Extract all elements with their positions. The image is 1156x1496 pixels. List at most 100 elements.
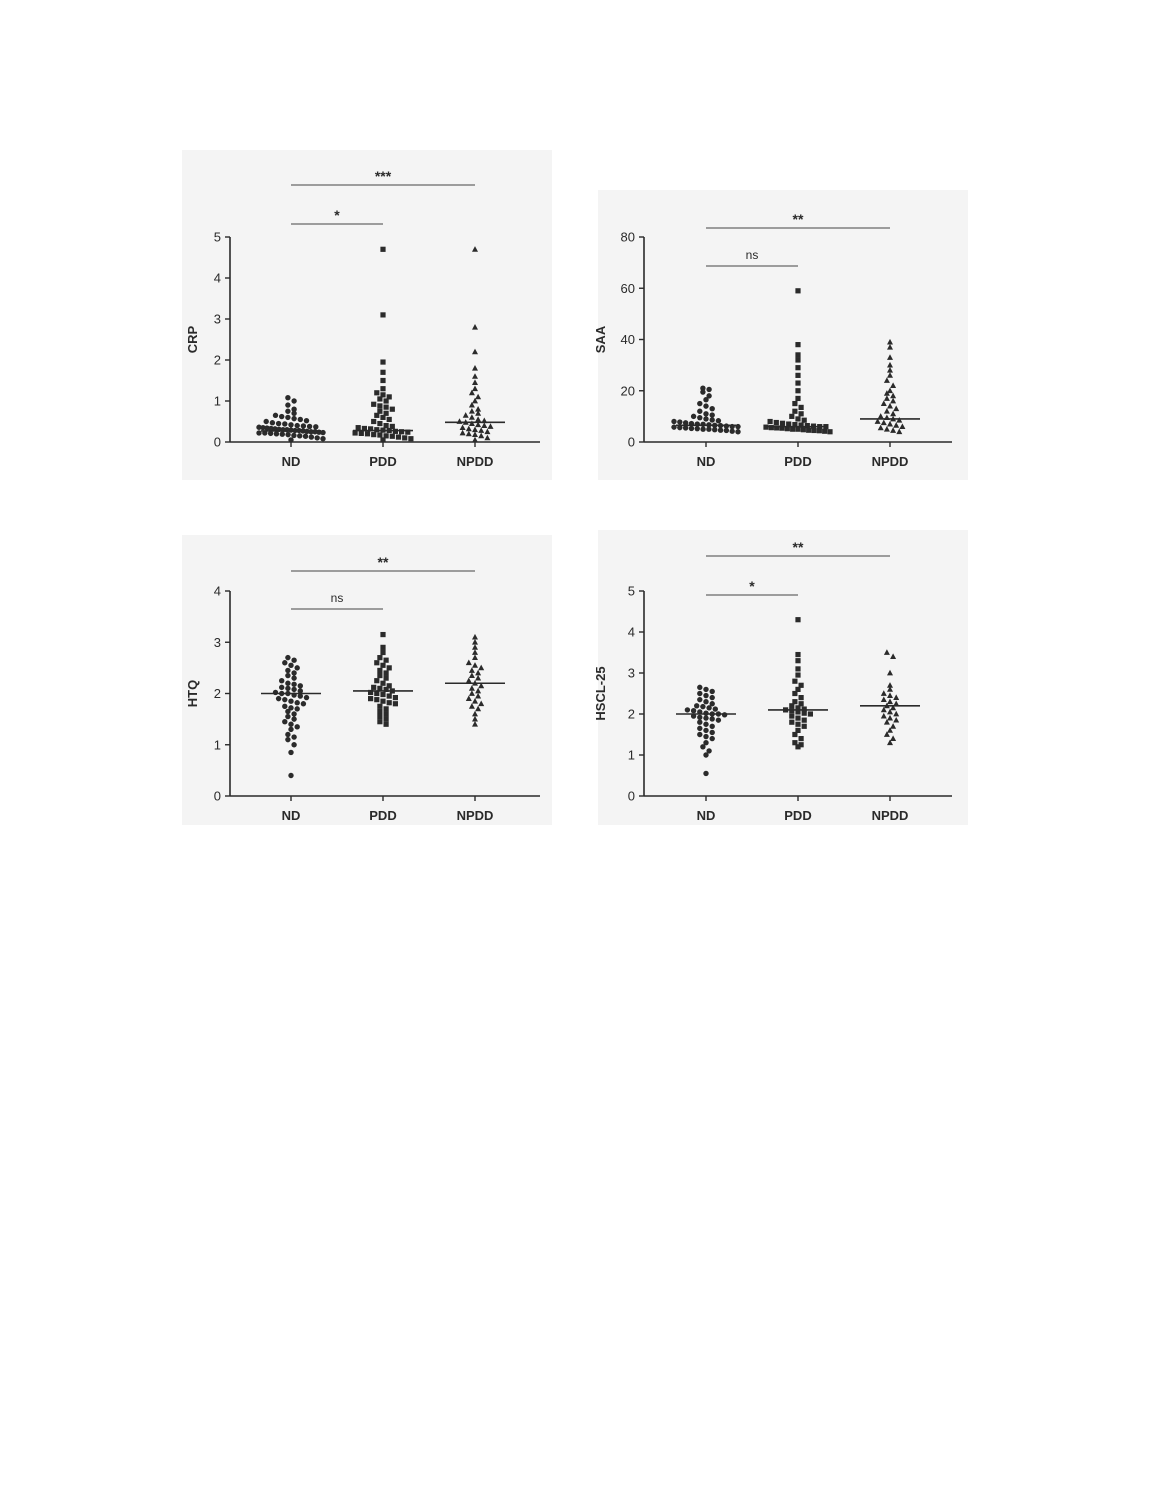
data-point bbox=[291, 742, 297, 748]
data-point bbox=[377, 420, 383, 427]
data-point bbox=[890, 392, 897, 399]
data-point bbox=[706, 426, 712, 432]
data-point bbox=[297, 693, 303, 699]
data-point bbox=[795, 744, 801, 750]
data-point bbox=[880, 696, 887, 703]
data-point bbox=[380, 691, 386, 698]
data-point bbox=[462, 412, 469, 418]
data-point bbox=[671, 424, 677, 430]
data-point bbox=[887, 387, 893, 394]
data-point bbox=[887, 669, 893, 676]
data-point bbox=[703, 752, 709, 758]
data-point bbox=[801, 723, 807, 729]
data-point bbox=[472, 365, 478, 371]
data-point bbox=[721, 712, 728, 718]
data-point bbox=[374, 427, 380, 433]
data-point bbox=[694, 425, 700, 432]
data-point bbox=[703, 411, 709, 417]
data-point bbox=[303, 417, 310, 424]
data-point bbox=[399, 429, 405, 435]
data-point bbox=[811, 427, 817, 434]
data-point bbox=[285, 672, 291, 679]
data-point bbox=[285, 402, 291, 408]
y-tick-label: 0 bbox=[628, 789, 635, 804]
data-point bbox=[472, 697, 478, 704]
data-point bbox=[386, 683, 392, 689]
data-point bbox=[288, 726, 294, 733]
data-point bbox=[883, 395, 890, 401]
data-point bbox=[386, 665, 392, 671]
data-point bbox=[887, 420, 893, 427]
data-point bbox=[380, 359, 386, 365]
x-category-label: PDD bbox=[784, 454, 811, 469]
data-point bbox=[887, 698, 893, 705]
data-point bbox=[784, 426, 790, 432]
data-point bbox=[712, 706, 718, 712]
data-point bbox=[374, 690, 380, 697]
data-point bbox=[355, 425, 361, 431]
significance-label: * bbox=[749, 578, 755, 594]
data-point bbox=[478, 664, 485, 671]
data-point bbox=[383, 675, 389, 681]
significance-label: ns bbox=[746, 248, 759, 262]
data-point bbox=[368, 689, 374, 696]
data-point bbox=[377, 432, 383, 438]
data-point bbox=[887, 708, 893, 715]
data-point bbox=[374, 390, 380, 396]
y-tick-label: 3 bbox=[628, 666, 635, 681]
data-point bbox=[300, 701, 307, 707]
data-point bbox=[472, 436, 478, 443]
data-point bbox=[893, 422, 900, 428]
data-point bbox=[475, 393, 482, 400]
data-point bbox=[789, 703, 795, 709]
x-category-label: NPDD bbox=[457, 454, 494, 469]
data-point bbox=[380, 392, 386, 398]
data-point bbox=[320, 436, 326, 442]
data-point bbox=[468, 667, 475, 673]
data-point bbox=[709, 729, 715, 736]
data-point bbox=[735, 429, 741, 435]
data-point bbox=[735, 423, 741, 430]
data-point bbox=[709, 723, 715, 729]
data-point bbox=[377, 396, 383, 402]
data-point bbox=[677, 424, 683, 431]
data-point bbox=[371, 401, 377, 407]
x-category-label: PDD bbox=[369, 808, 396, 823]
data-point bbox=[827, 429, 833, 435]
data-point bbox=[285, 708, 291, 715]
data-point bbox=[383, 404, 389, 410]
data-point bbox=[801, 710, 807, 716]
data-point bbox=[472, 348, 478, 355]
data-point bbox=[690, 413, 697, 420]
data-point bbox=[380, 246, 386, 252]
data-point bbox=[887, 714, 893, 721]
data-point bbox=[890, 427, 897, 433]
data-point bbox=[779, 420, 786, 426]
data-point bbox=[773, 419, 779, 426]
data-point bbox=[475, 687, 482, 694]
data-point bbox=[275, 420, 282, 427]
data-point bbox=[377, 672, 383, 679]
data-point bbox=[896, 428, 903, 435]
data-point bbox=[472, 246, 478, 252]
data-point bbox=[798, 736, 804, 742]
data-point bbox=[383, 410, 389, 416]
y-axis-title: CRP bbox=[185, 325, 200, 353]
data-point bbox=[275, 695, 282, 702]
data-point bbox=[358, 430, 364, 436]
data-point bbox=[468, 672, 475, 678]
data-point bbox=[377, 667, 383, 674]
data-point bbox=[282, 421, 288, 427]
data-point bbox=[880, 706, 887, 713]
data-point bbox=[880, 712, 887, 719]
data-point bbox=[383, 398, 389, 404]
data-point bbox=[383, 433, 389, 439]
data-point bbox=[786, 421, 792, 427]
data-point bbox=[405, 429, 411, 435]
data-point bbox=[478, 700, 485, 707]
data-point bbox=[475, 416, 482, 422]
data-point bbox=[380, 386, 386, 392]
data-point bbox=[709, 688, 715, 695]
data-point bbox=[475, 406, 482, 412]
